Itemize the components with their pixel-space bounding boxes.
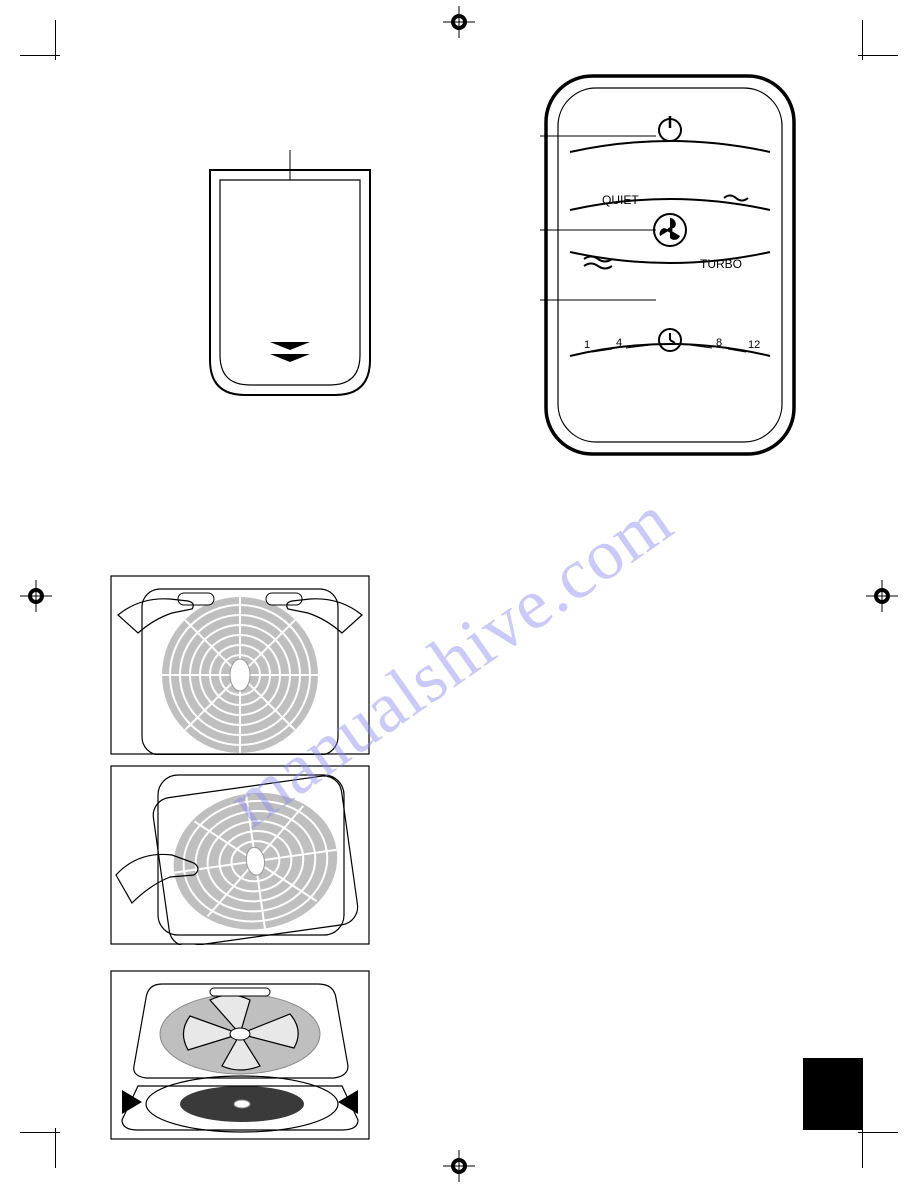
timer-row: 1 4 8 12 [570, 329, 770, 356]
registration-mark-icon [20, 580, 52, 612]
crop-mark [862, 20, 863, 60]
fan-step2-diagram [110, 765, 370, 945]
fan-step1-diagram [110, 575, 370, 755]
clock-icon [659, 329, 681, 351]
registration-mark-icon [443, 1150, 475, 1182]
turbo-row: TURBO [570, 252, 770, 271]
turbo-label: TURBO [700, 257, 742, 271]
crop-mark [20, 55, 60, 56]
control-panel-diagram: QUIET TURBO 1 [540, 70, 800, 460]
registration-mark-icon [866, 580, 898, 612]
crop-mark [862, 1128, 863, 1168]
crop-mark [858, 1132, 898, 1133]
crop-mark [55, 20, 56, 60]
page-tab [803, 1058, 863, 1130]
power-icon [659, 116, 681, 141]
fan-step3-diagram [110, 970, 370, 1140]
crop-mark [20, 1132, 60, 1133]
timer-value: 4 [616, 337, 622, 349]
registration-mark-icon [443, 6, 475, 38]
crop-mark [55, 1128, 56, 1168]
fan-speed-icon [654, 214, 686, 246]
arrow-right-icon [122, 1090, 142, 1114]
wave-small-icon [724, 196, 748, 201]
quiet-label: QUIET [602, 193, 639, 207]
arrow-left-icon [338, 1090, 358, 1114]
remote-back-diagram [200, 150, 380, 420]
power-row [570, 116, 770, 152]
timer-value: 1 [584, 339, 590, 351]
quiet-row: QUIET [570, 193, 770, 210]
manual-page: QUIET TURBO 1 [0, 0, 918, 1188]
timer-value: 8 [716, 337, 722, 349]
timer-value: 12 [748, 339, 760, 351]
crop-mark [858, 55, 898, 56]
